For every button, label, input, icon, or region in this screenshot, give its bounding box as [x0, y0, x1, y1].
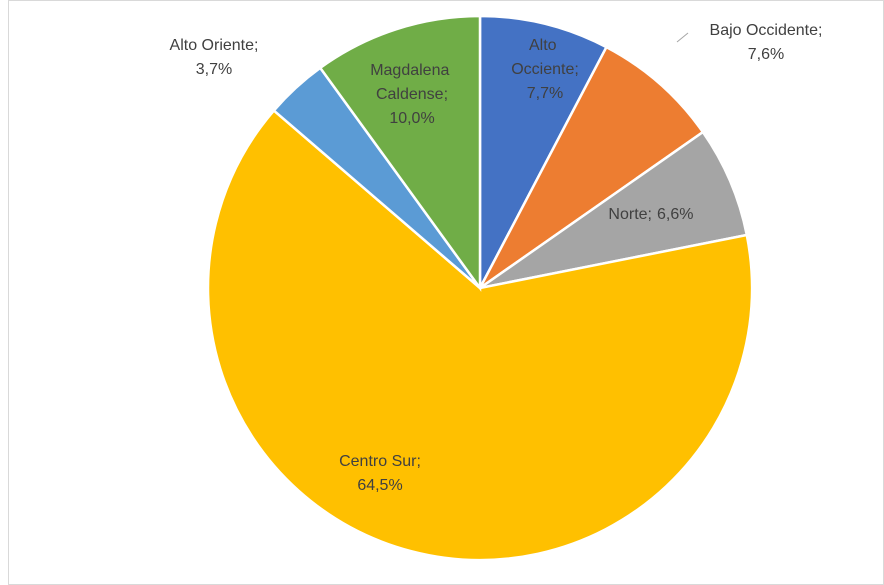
- data-label-category: Norte;: [608, 206, 652, 223]
- data-label-value: 64,5%: [357, 477, 402, 494]
- pie-slice: [478, 45, 705, 290]
- data-label-category: Alto Occiente;: [511, 37, 579, 78]
- data-label-category: Bajo Occidente;: [710, 22, 823, 39]
- data-label-value: 6,6%: [657, 206, 693, 223]
- pie-slice: [478, 14, 609, 289]
- data-label-value: 10,0%: [389, 110, 434, 127]
- data-label-value: 3,7%: [196, 61, 232, 78]
- data-label-value: 7,7%: [527, 85, 563, 102]
- leader-line: [676, 32, 689, 43]
- data-label-category: Magdalena Caldense;: [370, 62, 454, 103]
- pie-slice: [318, 14, 482, 292]
- data-label-category: Alto Oriente;: [170, 37, 259, 54]
- data-label-category: Centro Sur;: [339, 453, 421, 470]
- data-label-value: 7,6%: [748, 46, 784, 63]
- pie-slice: [479, 130, 749, 290]
- pie-slice: [206, 108, 754, 562]
